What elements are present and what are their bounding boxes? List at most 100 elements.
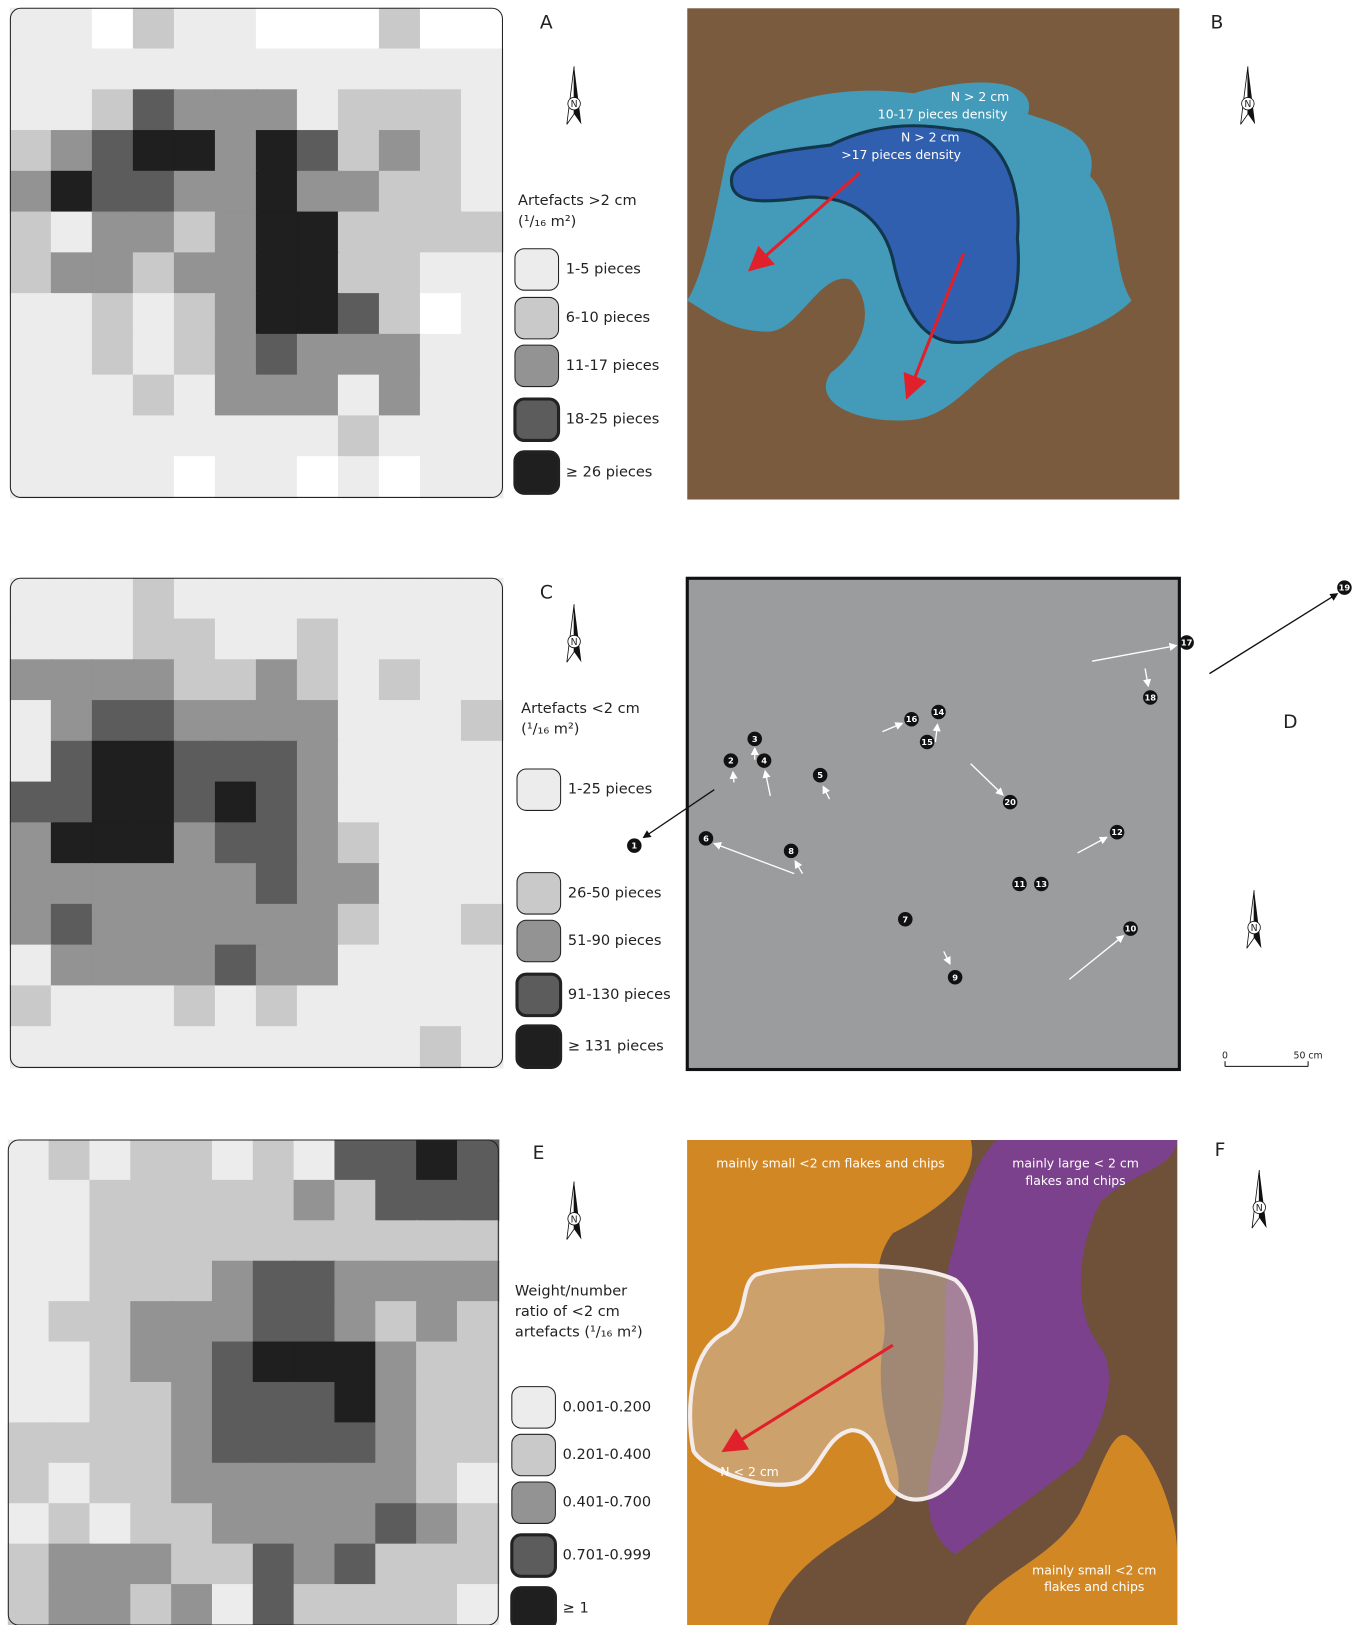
- grid-cell: [255, 863, 299, 906]
- grid-cell: [252, 1220, 296, 1263]
- legend-swatch: [511, 1481, 556, 1524]
- grid-cell: [252, 1301, 296, 1344]
- grid-cell: [9, 1026, 53, 1069]
- grid-cell: [378, 659, 422, 702]
- grid-cell: [214, 740, 258, 784]
- grid-cell: [173, 903, 217, 947]
- annotation: flakes and chips: [1044, 1579, 1144, 1594]
- grid-cell: [91, 170, 135, 214]
- grid-cell: [334, 1503, 377, 1546]
- north-arrow: [1246, 890, 1255, 949]
- legend-label: 0.701-0.999: [563, 1548, 651, 1564]
- grid-cell: [416, 1220, 459, 1263]
- grid-cell: [460, 740, 504, 784]
- point-label: 8: [788, 846, 794, 856]
- north-arrow: [1240, 66, 1249, 125]
- grid-cell: [416, 1543, 459, 1586]
- grid-cell: [173, 456, 217, 499]
- grid-cell: [9, 781, 53, 824]
- grid-cell: [255, 130, 299, 173]
- grid-cell: [456, 1139, 500, 1182]
- grid-cell: [211, 1301, 255, 1344]
- find-point: [698, 831, 714, 846]
- grid-cell: [375, 1139, 418, 1182]
- grid-cell: [419, 7, 463, 51]
- annotation: >17 pieces density: [841, 147, 961, 162]
- grid-cell: [456, 1341, 500, 1384]
- grid-cell: [9, 415, 53, 458]
- legend-label: 51-90 pieces: [568, 933, 662, 949]
- grid-cell: [48, 1462, 92, 1505]
- grid-cell: [416, 1381, 459, 1424]
- grid-cell: [296, 1026, 340, 1069]
- grid-cell: [419, 659, 463, 702]
- legend-label: 1-5 pieces: [566, 261, 641, 277]
- find-point: [1123, 921, 1138, 936]
- legend-swatch: [516, 872, 562, 915]
- grid-cell: [9, 130, 53, 173]
- grid-cell: [378, 89, 422, 132]
- grid-cell: [7, 1139, 51, 1182]
- grid-cell: [460, 170, 504, 214]
- grid-cell: [9, 170, 53, 214]
- north-arrow: [566, 66, 575, 125]
- grid-cell: [296, 211, 340, 254]
- panel-label: B: [1211, 12, 1224, 33]
- grid-cell: [334, 1462, 377, 1505]
- grid-cell: [255, 48, 299, 91]
- grid-cell: [214, 293, 258, 336]
- grid-cell: [132, 170, 176, 214]
- grid-cell: [337, 944, 381, 987]
- grid-cell: [7, 1381, 51, 1424]
- north-arrow: [1247, 66, 1256, 125]
- grid-cell: [337, 374, 381, 417]
- grid-cell: [211, 1584, 255, 1625]
- grid-cell: [130, 1503, 173, 1546]
- grid-cell: [130, 1381, 173, 1424]
- grid-cell: [378, 781, 422, 824]
- annotation: N > 2 cm: [951, 89, 1010, 104]
- grid-cell: [130, 1584, 173, 1625]
- grid-cell: [255, 7, 299, 51]
- grid-cell: [419, 822, 463, 865]
- grid-cell: [91, 456, 135, 499]
- grid-cell: [50, 415, 94, 458]
- legend-label: ≥ 26 pieces: [566, 465, 653, 481]
- grid-cell: [89, 1584, 132, 1625]
- grid-cell: [50, 170, 94, 214]
- grid-cell: [293, 1381, 337, 1424]
- north-arrow: [566, 1181, 575, 1240]
- grid-cell: [378, 985, 422, 1028]
- grid-cell: [334, 1139, 377, 1182]
- grid-cell: [337, 577, 381, 621]
- legend-swatch: [516, 768, 562, 811]
- grid-cell: [9, 985, 53, 1028]
- grid-cell: [252, 1179, 296, 1222]
- grid-cell: [296, 822, 340, 865]
- grid-cell: [296, 89, 340, 132]
- grid-cell: [211, 1139, 255, 1182]
- grid-cell: [89, 1422, 132, 1465]
- legend-swatch: [516, 919, 562, 963]
- grid-cell: [378, 456, 422, 499]
- grid-cell: [337, 781, 381, 824]
- north-circle: [1247, 920, 1261, 935]
- grid-cell: [337, 48, 381, 91]
- grid-cell: [9, 456, 53, 499]
- grid-cell: [255, 374, 299, 417]
- grid-cell: [419, 1026, 463, 1069]
- legend-label: 26-50 pieces: [568, 885, 662, 901]
- panel-label: E: [533, 1143, 545, 1164]
- grid-cell: [211, 1381, 255, 1424]
- grid-cell: [460, 456, 504, 499]
- grid-cell: [255, 577, 299, 621]
- legend-title: Weight/number: [515, 1283, 627, 1299]
- grid-cell: [130, 1301, 173, 1344]
- grid-cell: [91, 374, 135, 417]
- grid-cell: [337, 863, 381, 906]
- grid-cell: [9, 48, 53, 91]
- grid-cell: [252, 1422, 296, 1465]
- grid-cell: [296, 333, 340, 377]
- grid-cell: [419, 89, 463, 132]
- grid-cell: [50, 577, 94, 621]
